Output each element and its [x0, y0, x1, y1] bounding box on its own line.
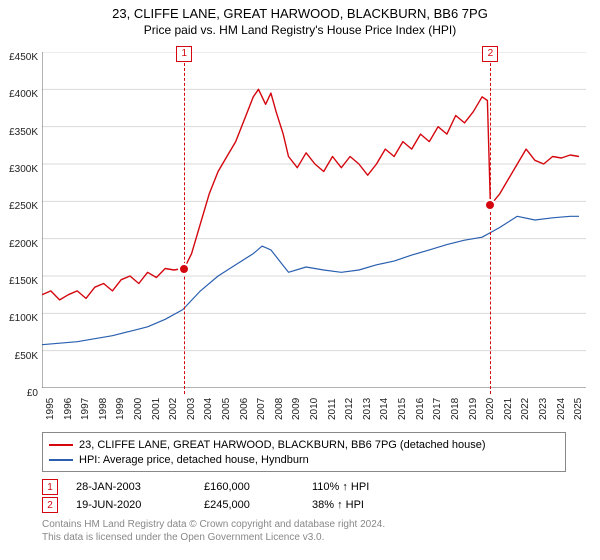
footnote-line1: Contains HM Land Registry data © Crown c…: [42, 518, 385, 531]
y-tick-label: £200K: [2, 239, 38, 250]
transaction-row: 2 19-JUN-2020 £245,000 38% ↑ HPI: [42, 496, 369, 514]
legend-label: HPI: Average price, detached house, Hynd…: [79, 454, 309, 466]
marker-line: [490, 58, 491, 394]
transaction-price: £160,000: [204, 481, 294, 493]
transaction-date: 28-JAN-2003: [76, 481, 186, 493]
footnote: Contains HM Land Registry data © Crown c…: [42, 518, 385, 544]
transactions-table: 1 28-JAN-2003 £160,000 110% ↑ HPI 2 19-J…: [42, 478, 369, 514]
legend-swatch-property: [49, 444, 73, 446]
legend: 23, CLIFFE LANE, GREAT HARWOOD, BLACKBUR…: [42, 432, 566, 472]
y-tick-label: £450K: [2, 52, 38, 63]
marker-badge-2: 2: [42, 497, 58, 513]
y-tick-label: £100K: [2, 313, 38, 324]
chart-title-line2: Price paid vs. HM Land Registry's House …: [0, 21, 600, 37]
plot-svg: [42, 52, 586, 388]
footnote-line2: This data is licensed under the Open Gov…: [42, 531, 385, 544]
legend-swatch-hpi: [49, 459, 73, 461]
legend-row: 23, CLIFFE LANE, GREAT HARWOOD, BLACKBUR…: [49, 437, 559, 452]
legend-label: 23, CLIFFE LANE, GREAT HARWOOD, BLACKBUR…: [79, 439, 486, 451]
marker-dot: [178, 263, 190, 275]
chart-title-line1: 23, CLIFFE LANE, GREAT HARWOOD, BLACKBUR…: [0, 0, 600, 21]
y-tick-label: £350K: [2, 127, 38, 138]
transaction-pct: 110% ↑ HPI: [312, 481, 369, 493]
y-tick-label: £400K: [2, 89, 38, 100]
transaction-date: 19-JUN-2020: [76, 499, 186, 511]
marker-flag: 1: [176, 46, 192, 62]
transaction-row: 1 28-JAN-2003 £160,000 110% ↑ HPI: [42, 478, 369, 496]
plot: £0£50K£100K£150K£200K£250K£300K£350K£400…: [42, 52, 586, 388]
y-tick-label: £50K: [2, 351, 38, 362]
transaction-pct: 38% ↑ HPI: [312, 499, 364, 511]
y-tick-label: £300K: [2, 164, 38, 175]
y-tick-label: £150K: [2, 276, 38, 287]
y-tick-label: £250K: [2, 201, 38, 212]
marker-line: [184, 58, 185, 394]
transaction-price: £245,000: [204, 499, 294, 511]
marker-badge-1: 1: [42, 479, 58, 495]
chart-area: £0£50K£100K£150K£200K£250K£300K£350K£400…: [42, 46, 586, 416]
marker-flag: 2: [482, 46, 498, 62]
y-tick-label: £0: [2, 388, 38, 399]
legend-row: HPI: Average price, detached house, Hynd…: [49, 452, 559, 467]
